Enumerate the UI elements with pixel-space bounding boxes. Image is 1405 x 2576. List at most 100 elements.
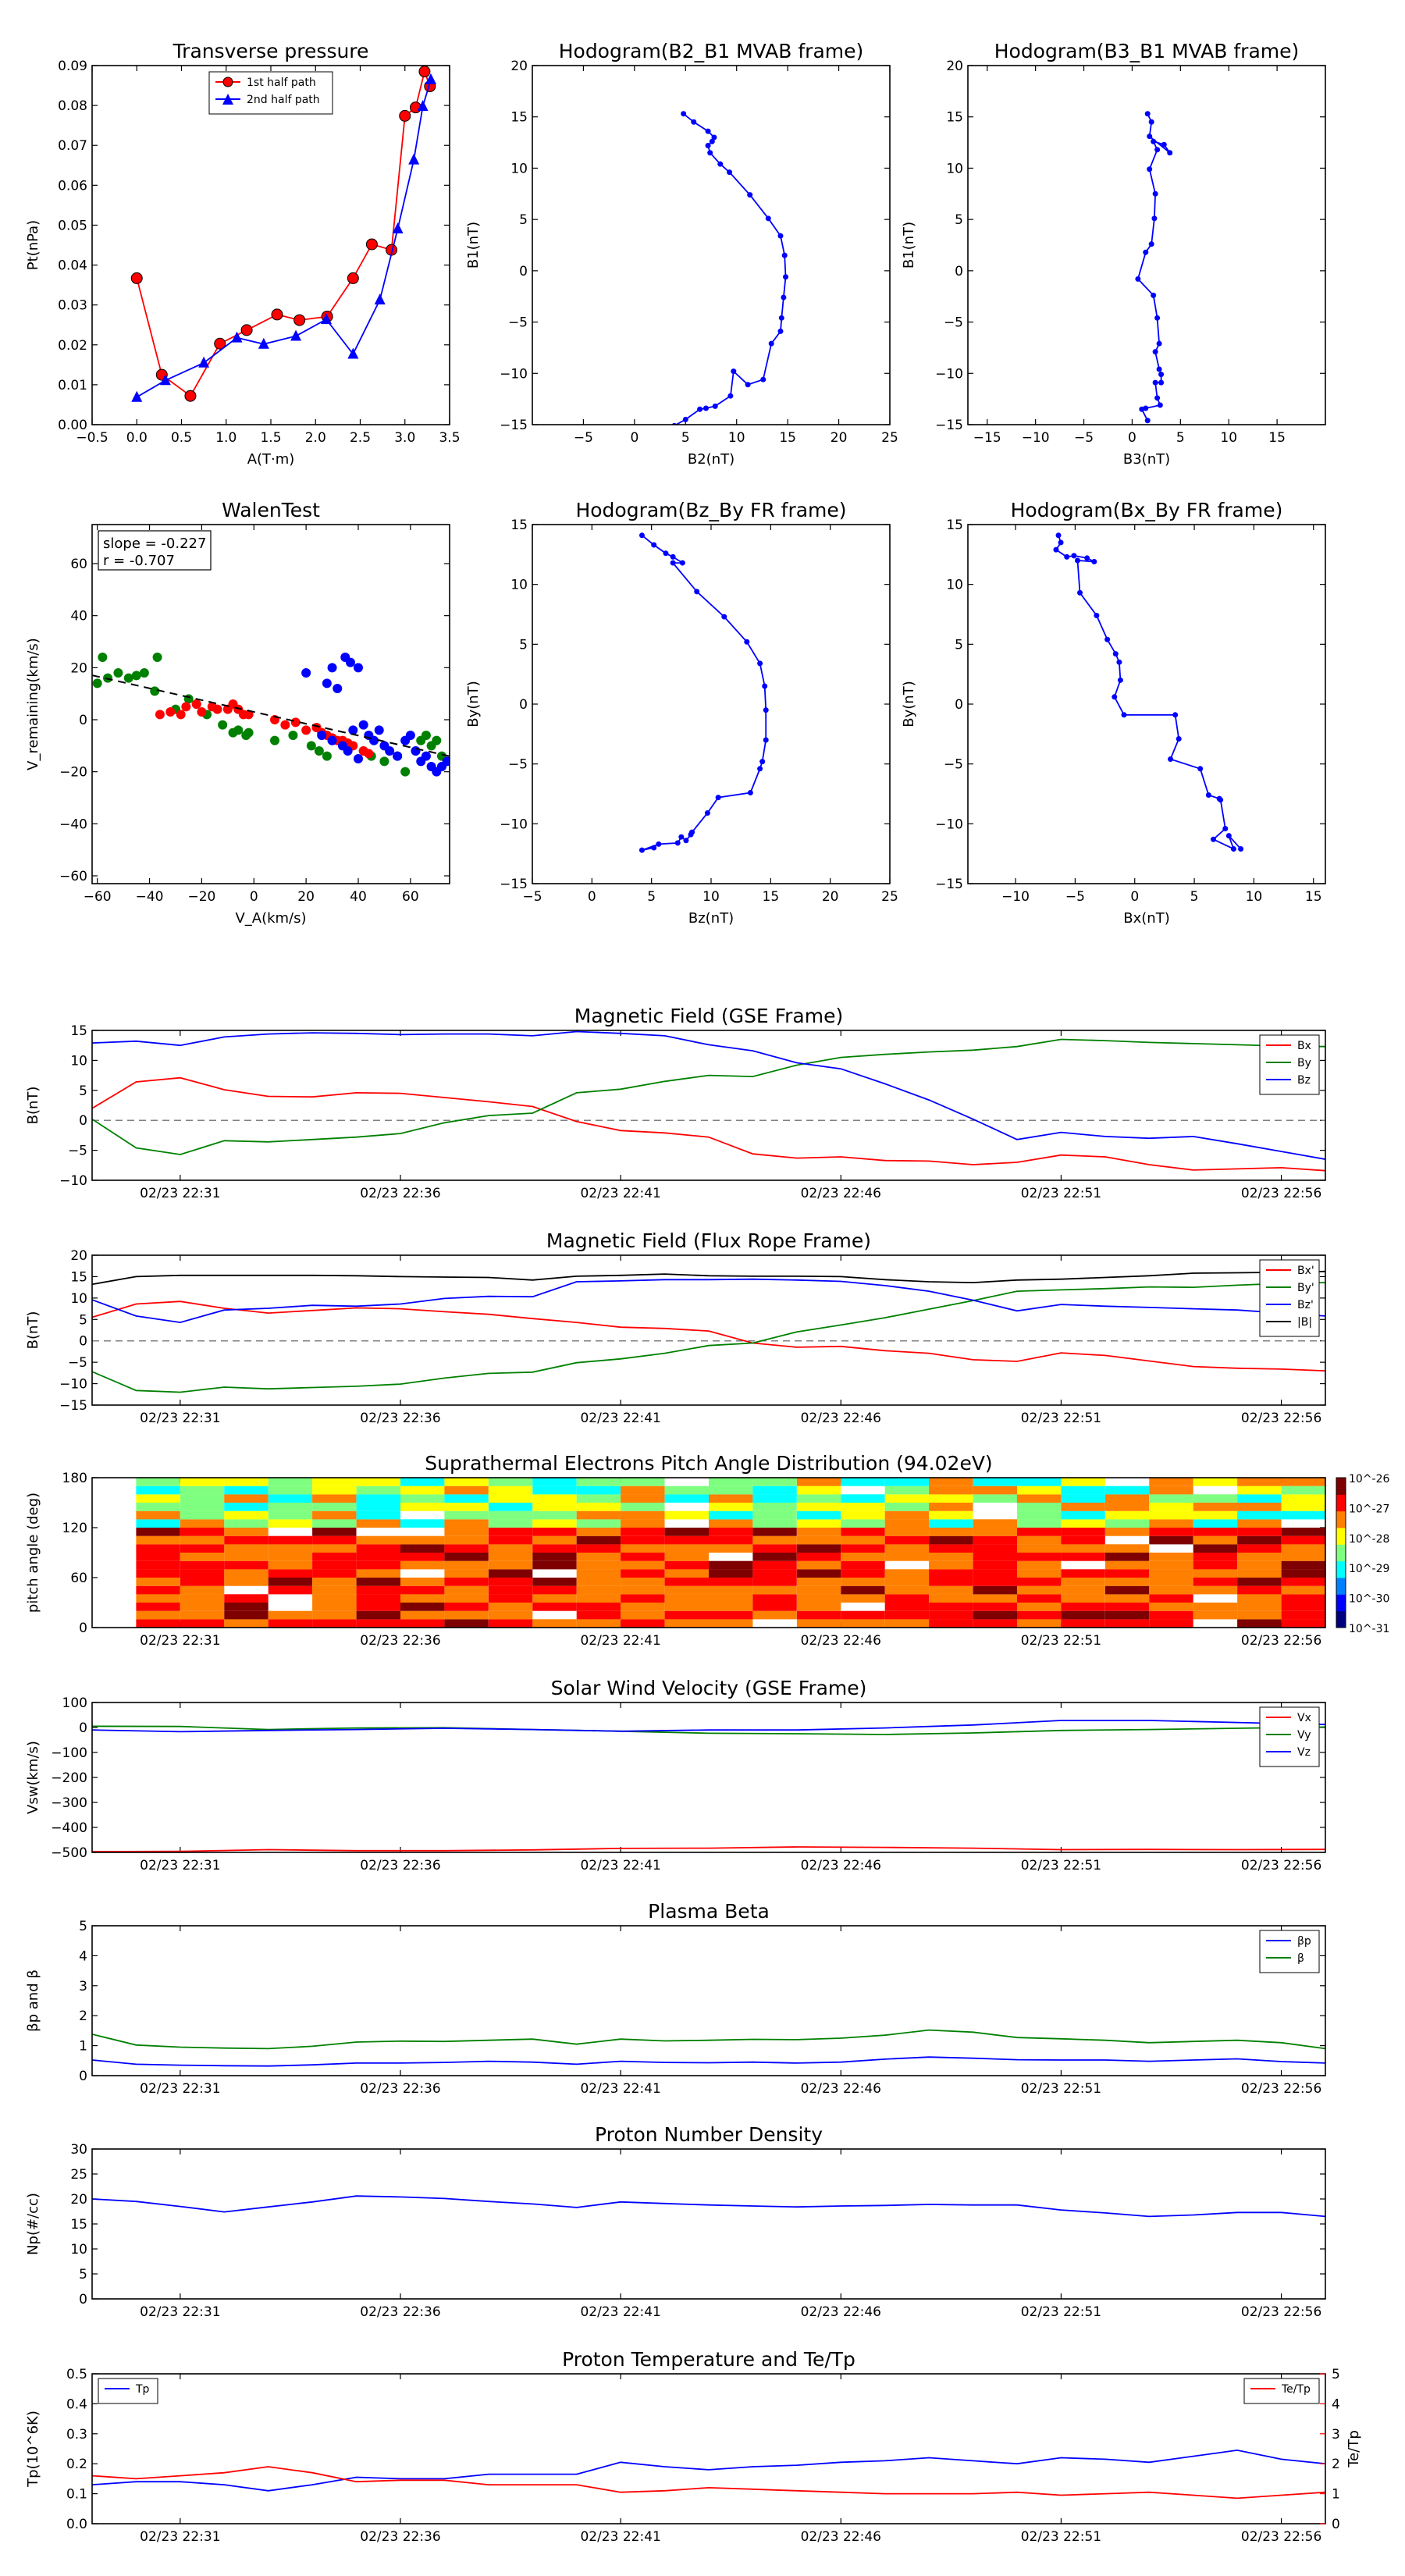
heatmap-cell [312, 1494, 357, 1503]
heatmap-cell [1237, 1610, 1282, 1620]
y-tick-label: 10 [510, 161, 528, 176]
heatmap-cell [1237, 1503, 1282, 1511]
heatmap-cell [621, 1594, 665, 1603]
heatmap-cell [400, 1594, 445, 1603]
heatmap-cell [268, 1569, 313, 1578]
x-tick-label: 0 [588, 889, 596, 905]
y-tick-label: 5 [519, 637, 528, 653]
heatmap-cell [841, 1544, 885, 1553]
heatmap-cell [752, 1544, 797, 1553]
scatter-point [131, 671, 141, 681]
heatmap-cell [709, 1603, 753, 1611]
chart-sw: Solar Wind Velocity (GSE Frame) 02/23 22:… [25, 1677, 1326, 1873]
heatmap-cell [752, 1560, 797, 1570]
data-point [184, 390, 197, 402]
x-tick-label: −10 [1001, 889, 1030, 905]
y-tick-label: −5 [508, 757, 528, 773]
chart-title: Transverse pressure [173, 40, 369, 62]
heatmap-cell [356, 1485, 400, 1495]
x-tick-label: 02/23 22:36 [360, 1633, 440, 1649]
heatmap-cell [664, 1494, 709, 1503]
heatmap-cell [136, 1553, 180, 1561]
heatmap-cell [224, 1494, 269, 1503]
y-axis-label: B1(nT) [901, 222, 917, 269]
y-tick-label: −60 [59, 869, 87, 884]
heatmap-cell [752, 1510, 797, 1520]
heatmap-cell [1149, 1585, 1193, 1595]
x-tick-label: 02/23 22:31 [140, 1858, 220, 1873]
heatmap-cell [136, 1610, 180, 1620]
heatmap-cell [929, 1544, 973, 1553]
right-tick-label: 0 [1332, 2517, 1340, 2532]
heatmap-cell [444, 1603, 489, 1611]
heatmap-cell [929, 1519, 973, 1528]
y-tick-label: 0 [955, 264, 963, 279]
y-tick-label: 3 [79, 1979, 87, 1994]
y-tick-label: −5 [944, 757, 963, 773]
heatmap-cell [444, 1544, 489, 1553]
heatmap-cell [576, 1485, 621, 1495]
x-tick-label: 1.5 [260, 430, 281, 446]
y-tick-label: 15 [70, 2217, 87, 2233]
heatmap-cell [268, 1494, 313, 1503]
heatmap-cell [268, 1560, 313, 1570]
heatmap-cell [929, 1553, 973, 1561]
heatmap-cell [1104, 1528, 1150, 1536]
scatter-point [333, 684, 343, 693]
series-group [92, 1720, 1325, 1852]
y-tick-label: 0 [519, 264, 528, 279]
data-point [783, 274, 789, 280]
y-axis-label: B(nT) [25, 1087, 41, 1125]
data-point [651, 845, 657, 851]
heatmap-cell [1149, 1594, 1193, 1603]
y-tick-label: 10 [946, 161, 963, 176]
x-tick-label: 02/23 22:46 [801, 2529, 881, 2545]
series-by-line [92, 1038, 1325, 1155]
data-point [1071, 553, 1077, 559]
x-tick-label: 0.5 [171, 430, 192, 446]
heatmap-cell [532, 1560, 577, 1570]
heatmap-cell [1193, 1494, 1238, 1503]
heatmap-cell [180, 1503, 225, 1511]
heatmap-cell [1104, 1494, 1150, 1503]
scatter-point [288, 731, 298, 740]
y-axis-label: B(nT) [25, 1311, 41, 1350]
heatmap-cell [929, 1503, 973, 1511]
legend-marker [222, 76, 233, 87]
heatmap-cell [973, 1478, 1017, 1486]
x-tick-label: 02/23 22:46 [801, 1858, 881, 1873]
heatmap-cell [576, 1603, 621, 1611]
heatmap-cell [621, 1585, 665, 1595]
heatmap-cell [488, 1553, 533, 1561]
series-group [92, 2029, 1325, 2067]
x-tick-label: 02/23 22:51 [1021, 1186, 1101, 1201]
y-tick-label: 0 [79, 2069, 87, 2084]
heatmap-cell [1104, 1578, 1150, 1586]
heatmap-cell [488, 1603, 533, 1611]
y-tick-label: 15 [510, 110, 528, 126]
colorbar-segment [1336, 1510, 1346, 1528]
y-tick-label: 120 [62, 1521, 87, 1536]
heatmap-cell [224, 1535, 269, 1545]
x-axis-label: B3(nT) [1123, 451, 1170, 468]
heatmap-cell [841, 1553, 885, 1561]
heatmap-cell [1104, 1485, 1150, 1495]
heatmap-cell [752, 1610, 797, 1620]
heatmap-cell [224, 1610, 269, 1620]
heatmap-cell [929, 1535, 973, 1545]
heatmap-cell [709, 1560, 753, 1570]
x-tick-label: 02/23 22:36 [360, 1411, 440, 1426]
heatmap-cell [1104, 1503, 1150, 1511]
data-point [1148, 119, 1154, 125]
heatmap-cell [884, 1553, 930, 1561]
heatmap-cell [796, 1494, 841, 1503]
heatmap-cell [532, 1544, 577, 1553]
heatmap-cell [400, 1544, 445, 1553]
data-point [651, 542, 657, 548]
series-group [92, 1030, 1325, 1172]
data-point [240, 324, 253, 336]
heatmap-cell [488, 1535, 533, 1545]
heatmap-cell [1193, 1569, 1238, 1578]
x-tick-label: 15 [779, 430, 796, 446]
legend-label: Vz [1297, 1746, 1311, 1759]
